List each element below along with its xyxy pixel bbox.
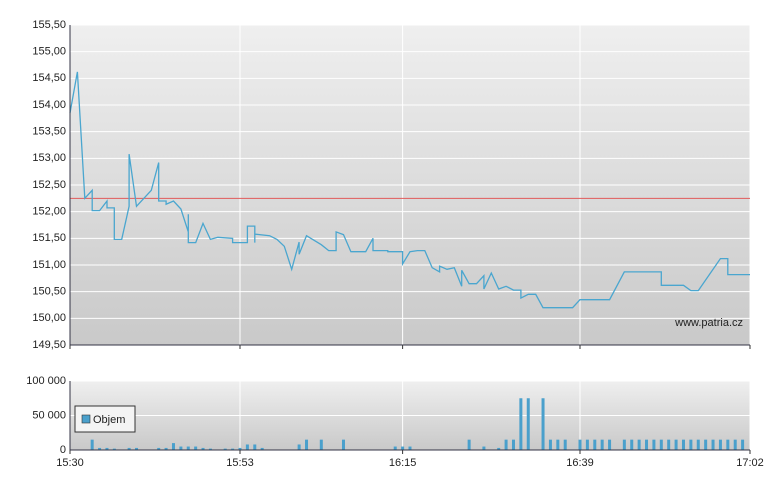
volume-bar	[253, 444, 257, 450]
volume-bar	[112, 448, 116, 450]
volume-bar	[297, 444, 301, 450]
volume-bar	[393, 446, 397, 450]
volume-bar	[667, 439, 671, 450]
y-tick-label: 150,00	[32, 312, 66, 324]
volume-bar	[645, 439, 649, 450]
volume-bar	[608, 439, 612, 450]
volume-bar	[127, 447, 131, 450]
volume-bar	[223, 448, 227, 450]
volume-bar	[401, 446, 405, 450]
volume-bar	[556, 439, 560, 450]
y-tick-label: 155,50	[32, 19, 66, 31]
volume-bar	[563, 439, 567, 450]
y-tick-label: 150,50	[32, 286, 66, 298]
volume-bar	[578, 439, 582, 450]
volume-bar	[201, 447, 205, 450]
volume-bar	[526, 398, 530, 450]
volume-bar	[689, 439, 693, 450]
volume-bar	[548, 439, 552, 450]
volume-bar	[659, 439, 663, 450]
volume-bar	[408, 446, 412, 450]
volume-bar	[467, 439, 471, 450]
volume-bar	[482, 446, 486, 450]
volume-bar	[696, 439, 700, 450]
y-tick-label: 0	[60, 444, 66, 456]
volume-bar	[585, 439, 589, 450]
volume-bar	[733, 439, 737, 450]
price-line	[69, 71, 750, 309]
volume-bar	[519, 398, 523, 450]
volume-bar	[718, 439, 722, 450]
volume-bar	[511, 439, 515, 450]
volume-bar	[90, 439, 94, 450]
y-tick-label: 149,50	[32, 339, 66, 351]
volume-bar	[630, 439, 634, 450]
y-tick-label: 154,50	[32, 72, 66, 84]
volume-bar	[652, 439, 656, 450]
y-tick-label: 151,00	[32, 259, 66, 271]
volume-bar	[637, 439, 641, 450]
volume-bar	[164, 447, 168, 450]
volume-bar	[260, 447, 264, 450]
volume-bar	[741, 439, 745, 450]
volume-bar	[593, 439, 597, 450]
volume-bar	[238, 447, 242, 450]
y-tick-label: 152,50	[32, 179, 66, 191]
volume-bar	[541, 398, 545, 450]
volume-bar	[135, 447, 139, 450]
x-tick-label: 17:02	[736, 457, 764, 469]
y-tick-label: 154,00	[32, 99, 66, 111]
volume-bar	[600, 439, 604, 450]
volume-bar	[681, 439, 685, 450]
watermark: www.patria.cz	[674, 317, 743, 329]
volume-bar	[208, 448, 212, 450]
volume-bar	[305, 439, 309, 450]
volume-bar	[171, 443, 175, 450]
volume-bar	[674, 439, 678, 450]
volume-bar	[726, 439, 730, 450]
volume-bar	[179, 446, 183, 450]
y-tick-label: 155,00	[32, 46, 66, 58]
volume-bar	[194, 446, 198, 450]
y-tick-label: 153,00	[32, 152, 66, 164]
volume-bar	[711, 439, 715, 450]
volume-bar	[98, 447, 102, 450]
volume-bar	[186, 446, 190, 450]
volume-bar	[622, 439, 626, 450]
legend-label: Objem	[93, 414, 125, 426]
y-tick-label: 50 000	[32, 409, 66, 421]
legend-swatch	[81, 414, 91, 424]
volume-bar	[319, 439, 323, 450]
volume-bar	[105, 447, 109, 450]
x-tick-label: 15:53	[226, 457, 254, 469]
x-tick-label: 15:30	[56, 457, 84, 469]
x-tick-label: 16:15	[389, 457, 417, 469]
y-tick-label: 100 000	[26, 375, 66, 387]
volume-bar	[497, 447, 501, 450]
volume-bar	[245, 444, 249, 450]
y-tick-label: 152,00	[32, 206, 66, 218]
volume-bar	[504, 439, 508, 450]
volume-bar	[341, 439, 345, 450]
volume-bar	[157, 447, 161, 450]
volume-bar	[704, 439, 708, 450]
x-tick-label: 16:39	[566, 457, 594, 469]
y-tick-label: 151,50	[32, 232, 66, 244]
volume-bar	[231, 448, 235, 450]
y-tick-label: 153,50	[32, 126, 66, 138]
